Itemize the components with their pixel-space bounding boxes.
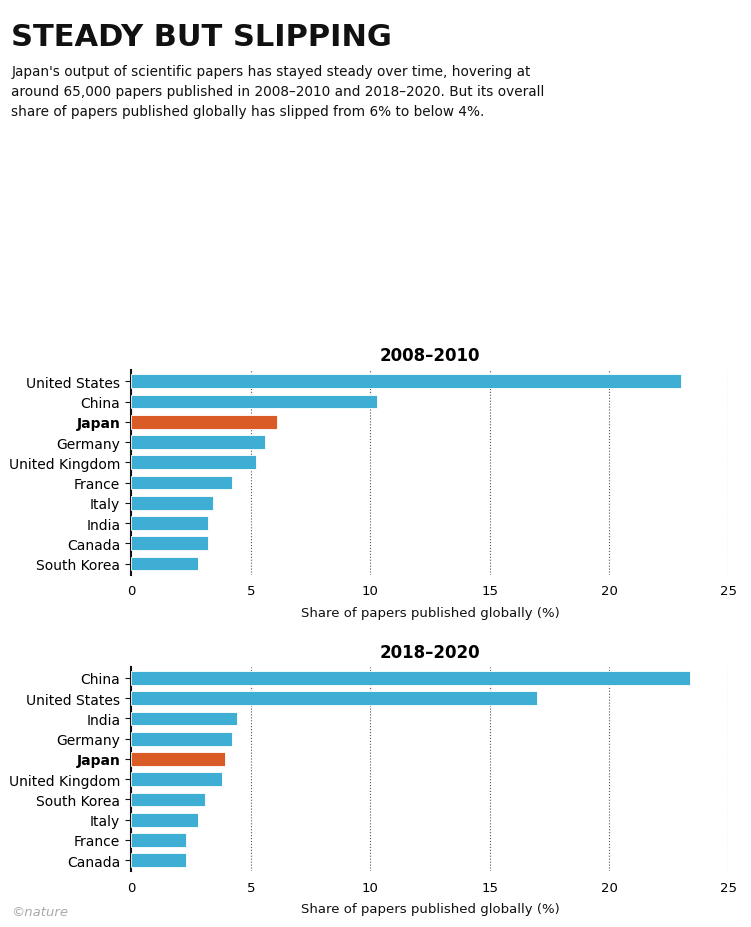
- Bar: [131, 813, 198, 827]
- X-axis label: Share of papers published globally (%): Share of papers published globally (%): [300, 902, 559, 915]
- Title: 2008–2010: 2008–2010: [380, 347, 480, 365]
- X-axis label: Share of papers published globally (%): Share of papers published globally (%): [300, 606, 559, 619]
- Bar: [131, 671, 690, 685]
- Text: Japan's output of scientific papers has stayed steady over time, hovering at
aro: Japan's output of scientific papers has …: [11, 65, 544, 119]
- Bar: [131, 833, 186, 847]
- Bar: [131, 375, 680, 388]
- Bar: [131, 712, 237, 726]
- Bar: [131, 557, 198, 571]
- Bar: [131, 415, 277, 429]
- Bar: [131, 497, 213, 510]
- Bar: [131, 516, 208, 530]
- Bar: [131, 476, 232, 490]
- Bar: [131, 752, 225, 766]
- Bar: [131, 436, 265, 450]
- Bar: [131, 772, 222, 786]
- Bar: [131, 537, 208, 551]
- Bar: [131, 395, 378, 409]
- Bar: [131, 456, 255, 470]
- Text: ©nature: ©nature: [11, 905, 68, 918]
- Text: STEADY BUT SLIPPING: STEADY BUT SLIPPING: [11, 23, 392, 52]
- Bar: [131, 732, 232, 745]
- Title: 2018–2020: 2018–2020: [380, 643, 480, 661]
- Bar: [131, 854, 186, 867]
- Bar: [131, 793, 206, 806]
- Bar: [131, 692, 538, 705]
